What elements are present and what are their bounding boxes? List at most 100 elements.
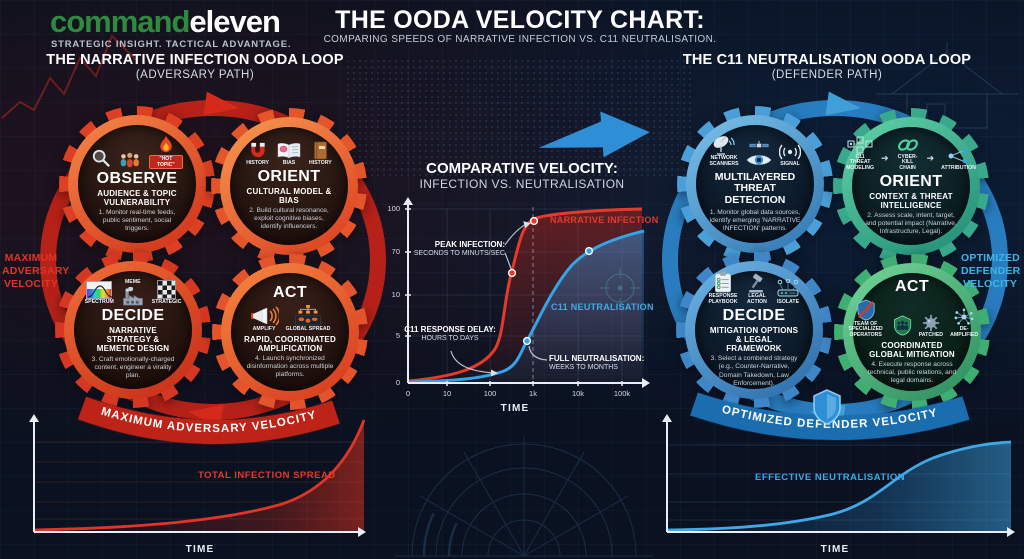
brand-tagline: STRATEGIC INSIGHT. TACTICAL ADVANTAGE. [51, 39, 292, 50]
page-title: THE OODA VELOCITY CHART: [335, 6, 705, 34]
patched-virus-icon [922, 315, 939, 332]
gear-title: ACT [894, 277, 930, 295]
gear-title: ACT [272, 283, 308, 301]
hot-topic-tag: "HOT TOPIC" [148, 154, 183, 169]
annotation-full-neutralisation: FULL NEUTRALISATION: WEEKS TO MONTHS [549, 354, 645, 371]
world-map-dots [345, 58, 695, 178]
gear-face [231, 273, 349, 391]
satellite-dish-icon [713, 136, 735, 155]
satellite-icon [749, 140, 769, 147]
gear-subtitle: NARRATIVE STRATEGY & MEMETIC DESIGN [96, 326, 170, 354]
threat-modeling-icon [847, 136, 873, 154]
y-tick: 100 [387, 204, 400, 213]
gear-face [853, 273, 971, 391]
shield-slash-icon [857, 299, 875, 321]
adversary-loop-subheading: (ADVERSARY PATH) [135, 69, 255, 81]
flow-arrow: ➔ [881, 152, 889, 163]
icon-label: PATCHED [918, 332, 944, 339]
isolate-icon [777, 279, 799, 297]
gear-orient-adversary: HISTORY BIAS HISTORY [211, 108, 367, 264]
gear-desc: 3. Select a combined strategy (e.g., Cou… [710, 355, 798, 387]
gear-subtitle: AUDIENCE & TOPIC VULNERABILITY [97, 188, 177, 207]
icon-label: AMPLIFY [252, 325, 276, 332]
icon-label: MEME [124, 279, 141, 286]
flame-icon [160, 135, 172, 152]
brand-logo-part2: eleven [189, 4, 281, 39]
radial-blueprint-decoration [395, 436, 653, 557]
icon-label: SPECTRUM [84, 299, 114, 306]
magnifier-icon [92, 149, 110, 167]
neutralisation-curve [666, 440, 1012, 532]
defender-shield-icon [813, 389, 841, 425]
gear-act-defender: ACT TEAM OF SPECIALIZED OPERATORS [834, 254, 990, 410]
defender-loop-heading: THE C11 NEUTRALISATION OODA LOOP [682, 52, 972, 68]
signal-icon [779, 144, 801, 160]
gear-desc: 1. Monitor real-time feeds, public senti… [98, 209, 176, 233]
sparkline-decoration [1, 34, 137, 119]
gear-detect-defender: NETWORK SCANNERS [677, 106, 833, 262]
x-tick: 100 [483, 389, 497, 398]
gavel-icon [749, 274, 763, 293]
gear-act-adversary: ACT AMPLIFY [212, 254, 368, 410]
comparative-chart-subtitle: INFECTION VS. NEUTRALISATION [419, 177, 625, 191]
eye-icon [746, 154, 772, 165]
infection-spread-curve [33, 419, 366, 532]
x-tick: 10 [442, 389, 452, 398]
gear-observe-adversary: "HOT TOPIC" OBSERVE AUDIENCE & TOPIC VUL… [59, 106, 215, 262]
icon-label: BIAS [282, 159, 296, 166]
gear-desc: 4. Launch synchronized disinformation ac… [246, 355, 334, 379]
gear-orient-defender: C11 THREAT MODELING ➔ CYBER-KILL CHAIN ➔… [833, 108, 989, 264]
center-chart-time-label: TIME [500, 403, 530, 414]
team-shield-icon [893, 315, 911, 336]
flow-arrow: ➔ [926, 152, 935, 163]
icon-label: TEAM OF SPECIALIZED OPERATORS [848, 320, 883, 339]
icon-label: ATTRIBUTION [941, 165, 976, 172]
annotation-response-delay: C11 RESPONSE DELAY: HOURS TO DAYS [404, 325, 496, 342]
gear-subtitle: CONTEXT & THREAT INTELLIGENCE [869, 191, 953, 211]
bottom-left-time-label: TIME [185, 544, 215, 555]
gear-title: ORIENT [257, 167, 321, 185]
gear-decide-defender: RESPONSE PLAYBOOK LEGAL ACTION ISOLATE [676, 252, 832, 408]
effective-neutralisation-chart [662, 414, 1015, 537]
spectrum-icon [86, 281, 113, 300]
y-tick: 70 [391, 247, 400, 256]
brand-logo-part1: command [50, 4, 190, 39]
adversary-loop-heading: THE NARRATIVE INFECTION OODA LOOP [46, 52, 344, 68]
bottom-right-time-label: TIME [820, 544, 850, 555]
annotation-peak-infection: PEAK INFECTION: SECONDS TO MINUTS/SEC [413, 240, 505, 257]
meme-factory-icon [122, 287, 143, 306]
gear-desc: 2. Build cultural resonance, exploit cog… [249, 207, 329, 231]
total-infection-spread-chart [29, 414, 366, 537]
attribution-icon [948, 148, 968, 164]
gear-subtitle: MITIGATION OPTIONS & LEGAL FRAMEWORK [709, 325, 799, 354]
gear-decide-adversary: SPECTRUM MEME STRATEGIC DECIDE NARRATIVE… [55, 252, 211, 408]
icon-label: GLOBAL SPREAD [285, 325, 331, 332]
icon-label: C11 THREAT MODELING [846, 153, 875, 172]
icon-label: RESPONSE PLAYBOOK [708, 293, 738, 306]
effective-neutralisation-label: EFFECTIVE NEUTRALISATION [755, 472, 906, 483]
icon-label: DE-AMPLIFIED [950, 326, 979, 339]
gear-subtitle: RAPID, COORDINATED AMPLIFICATION [244, 334, 336, 353]
comparative-chart-title: COMPARATIVE VELOCITY: [426, 160, 618, 177]
y-tick: 5 [395, 331, 400, 340]
defender-loop-subheading: (DEFENDER PATH) [771, 69, 883, 81]
defender-side-label: OPTIMIZED DEFENDER VELOCITY [961, 252, 1021, 291]
total-infection-spread-label: TOTAL INFECTION SPREAD [198, 470, 336, 481]
icon-label: NETWORK SCANNERS [709, 155, 739, 167]
brand-logo: commandeleven [50, 4, 281, 39]
icon-label: SIGNAL [780, 160, 800, 167]
gear-subtitle: COORDINATED GLOBAL MITIGATION [869, 340, 955, 360]
adversary-velocity-banner: MAXIMUM ADVERSARY VELOCITY [77, 395, 341, 446]
response-playbook-icon [714, 272, 732, 293]
y-tick: 10 [391, 290, 400, 299]
gear-title: DECIDE [101, 307, 165, 325]
gear-desc: 4. Execute response across technical, pu… [867, 361, 957, 385]
open-book-bias-icon [277, 143, 301, 159]
series-label-c11-neutralisation: C11 NEUTRALISATION [551, 302, 654, 312]
icon-label: HISTORY [246, 159, 269, 166]
page-subtitle: COMPARING SPEEDS OF NARRATIVE INFECTION … [323, 34, 717, 45]
x-tick: 100k [613, 389, 631, 398]
x-tick: 10k [571, 389, 585, 398]
magnet-icon [250, 142, 265, 158]
comparative-velocity-chart [403, 197, 650, 388]
